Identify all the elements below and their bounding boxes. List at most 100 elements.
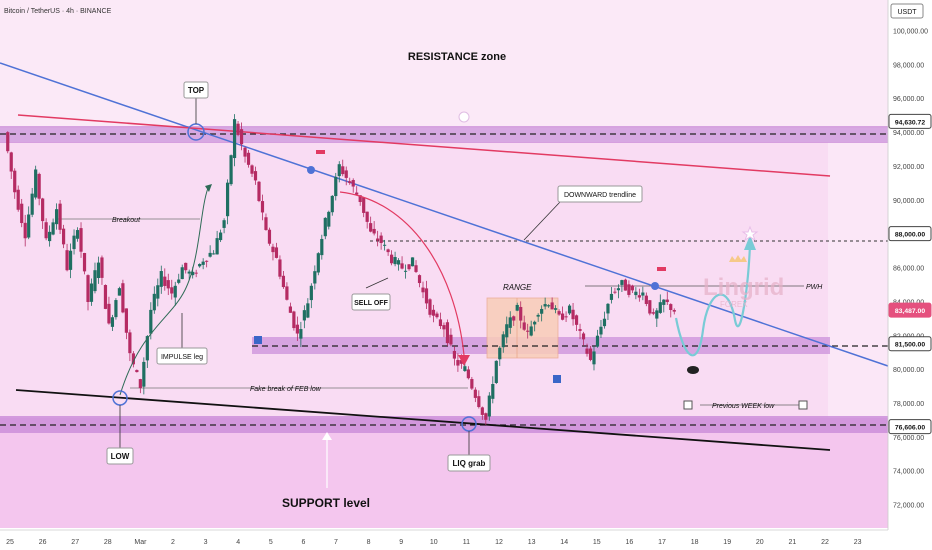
- candle-body: [396, 260, 401, 265]
- trend-touch-point-1: [307, 166, 315, 174]
- candle-body: [222, 220, 226, 228]
- price-badge-support: 76,606.00: [888, 419, 932, 435]
- candle-body: [72, 235, 76, 250]
- candle-body: [550, 302, 554, 310]
- marker-icon-1: [316, 150, 325, 154]
- candle-body: [623, 279, 628, 291]
- candle-body: [229, 155, 233, 185]
- downward-trendline[interactable]: [0, 62, 889, 367]
- candle-body: [533, 321, 537, 325]
- candle-body: [117, 288, 122, 296]
- candle-body: [669, 304, 673, 311]
- resistance-area: [0, 0, 888, 128]
- candle-body: [386, 249, 390, 253]
- candle-body: [191, 271, 195, 276]
- candle-body: [351, 180, 355, 187]
- projection-path: [674, 244, 752, 357]
- fake-break-label: Fake break of FEB low: [250, 386, 322, 393]
- candle-body: [257, 181, 261, 201]
- candle-body: [630, 285, 634, 291]
- y-tick-label: 96,000.00: [893, 96, 924, 103]
- candle-body: [107, 303, 111, 324]
- candle-body: [417, 275, 422, 284]
- candle-body: [616, 288, 621, 291]
- price-badge-label: 81,500.00: [895, 342, 925, 349]
- sell-off-arrow-icon: [458, 355, 470, 366]
- candle-body: [316, 253, 320, 273]
- x-tick-label: 14: [560, 539, 568, 546]
- candle-body: [519, 306, 523, 321]
- candle-body: [65, 250, 69, 271]
- candle-body: [313, 271, 317, 284]
- candle-body: [452, 350, 457, 359]
- candle-body: [295, 324, 299, 334]
- x-tick-label: 20: [756, 539, 764, 546]
- range-label: RANGE: [503, 283, 532, 292]
- currency-badge[interactable]: USDT: [890, 3, 924, 19]
- low-label: LOW: [111, 452, 130, 461]
- y-tick-label: 98,000.00: [893, 62, 924, 69]
- candle-body: [414, 265, 418, 272]
- candle-body: [20, 203, 24, 224]
- candle-body: [323, 217, 327, 237]
- candle-body: [145, 336, 149, 361]
- trend-touch-point-2: [651, 282, 659, 290]
- flag-icon-left: [254, 336, 262, 344]
- candle-body: [459, 360, 463, 364]
- sell-off-label: SELL OFF: [354, 300, 388, 307]
- candle-body: [152, 293, 156, 311]
- candle-body: [672, 310, 676, 312]
- candle-body: [613, 291, 617, 293]
- candle-body: [61, 228, 66, 245]
- candle-body: [463, 366, 467, 371]
- candle-body: [421, 287, 425, 293]
- candle-body: [637, 295, 641, 298]
- candle-body: [288, 306, 293, 313]
- candle-body: [281, 275, 286, 288]
- x-tick-label: 3: [204, 539, 208, 546]
- candle-body: [512, 316, 516, 321]
- checkbox-icon-left: [683, 400, 693, 410]
- price-badge-label: 76,606.00: [895, 425, 925, 432]
- support-area: [0, 418, 888, 528]
- candle-body: [187, 271, 191, 274]
- candle-body: [250, 165, 254, 174]
- candle-body: [658, 302, 662, 313]
- liq-grab-label: LIQ grab: [453, 459, 486, 468]
- candle-body: [651, 312, 655, 314]
- right-fade-area: [828, 142, 888, 418]
- candle-body: [602, 318, 607, 327]
- x-tick-label: 8: [367, 539, 371, 546]
- support-trendline[interactable]: [15, 389, 831, 451]
- candle-body: [334, 176, 338, 197]
- x-tick-label: 13: [528, 539, 536, 546]
- downward-trendline-label: DOWNWARD trendline: [564, 192, 636, 199]
- candle-body: [93, 270, 97, 292]
- x-tick-label: 2: [171, 539, 175, 546]
- candle-body: [508, 317, 512, 328]
- red-descending-line[interactable]: [17, 114, 831, 177]
- candle-body: [540, 308, 544, 314]
- candle-body: [438, 319, 443, 327]
- y-tick-label: 74,000.00: [893, 469, 924, 476]
- x-tick-label: 7: [334, 539, 338, 546]
- candle-body: [48, 231, 52, 242]
- crown-icon: [729, 255, 747, 262]
- candle-body: [274, 247, 279, 258]
- candle-body: [362, 197, 366, 213]
- price-axis[interactable]: 100,000.00 98,000.00 96,000.00 94,000.00 92,…: [887, 0, 932, 550]
- candle-body: [330, 195, 334, 213]
- candle-body: [595, 335, 600, 347]
- candle-body: [389, 254, 394, 264]
- checkbox-icon-right: [798, 400, 808, 410]
- candle-body: [369, 223, 373, 232]
- liq-grab-badge: LIQ grab: [447, 454, 491, 472]
- candle-body: [456, 360, 460, 366]
- candle-body: [271, 246, 275, 253]
- candle-body: [505, 324, 509, 338]
- time-axis[interactable]: 25 26 27 28 Mar 2 3 4 5 6 7 8 9 10 11 12 13 14 15 16 17 18 19 2…: [0, 529, 932, 550]
- x-tick-label: 23: [854, 539, 862, 546]
- candle-body: [410, 257, 415, 267]
